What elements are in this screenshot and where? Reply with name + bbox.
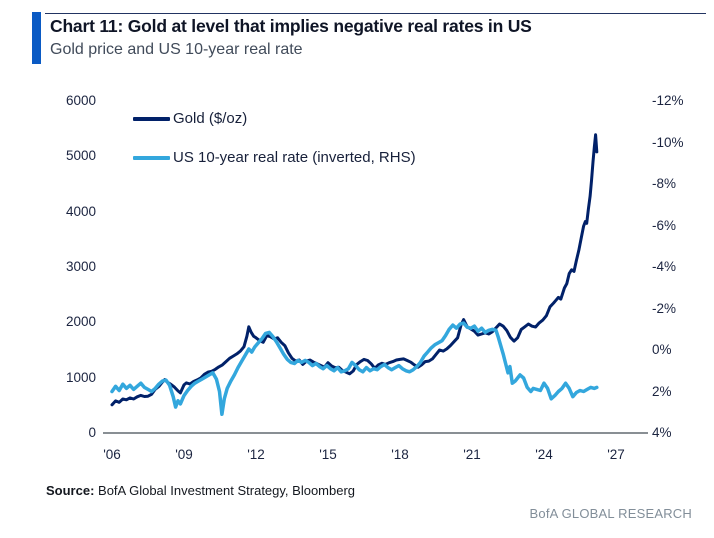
right-axis-tick: -10% bbox=[652, 134, 684, 150]
brand-mark: BofA GLOBAL RESEARCH bbox=[529, 506, 692, 521]
x-axis-tick: '27 bbox=[607, 447, 625, 462]
right-axis-tick: 4% bbox=[652, 425, 672, 440]
legend-label-gold: Gold ($/oz) bbox=[173, 110, 248, 127]
chart-legend: Gold ($/oz) US 10-year real rate (invert… bbox=[133, 110, 416, 188]
x-axis-tick: '12 bbox=[247, 447, 265, 462]
legend-swatch bbox=[133, 116, 170, 121]
chart-subtitle: Gold price and US 10-year real rate bbox=[50, 41, 303, 58]
legend-label-real-rate: US 10-year real rate (inverted, RHS) bbox=[173, 149, 416, 166]
left-axis-tick: 3000 bbox=[65, 259, 96, 274]
x-axis-tick: '18 bbox=[391, 447, 409, 462]
left-axis-tick: 6000 bbox=[65, 93, 96, 108]
right-axis-tick: 0% bbox=[652, 342, 672, 357]
right-axis-tick: -8% bbox=[652, 176, 677, 191]
series-line-1 bbox=[110, 321, 599, 417]
source-label: Source: bbox=[46, 483, 95, 498]
left-axis-tick: 4000 bbox=[65, 203, 96, 219]
right-axis-tick: 2% bbox=[652, 383, 672, 399]
x-axis-tick: '24 bbox=[535, 447, 553, 462]
legend-swatch bbox=[133, 155, 170, 160]
source-text: BofA Global Investment Strategy, Bloombe… bbox=[94, 483, 356, 498]
x-axis-tick: '21 bbox=[463, 447, 481, 462]
chart-title: Chart 11: Gold at level that implies neg… bbox=[50, 16, 532, 36]
legend-item-gold: Gold ($/oz) bbox=[133, 110, 416, 127]
title-accent-bar bbox=[32, 12, 41, 64]
left-axis-tick: 0 bbox=[88, 425, 96, 440]
series-line-0 bbox=[110, 133, 599, 407]
legend-item-real-rate: US 10-year real rate (inverted, RHS) bbox=[133, 149, 416, 166]
left-axis-tick: 5000 bbox=[65, 148, 96, 164]
left-axis-tick: 2000 bbox=[65, 314, 96, 330]
right-axis-tick: -12% bbox=[652, 93, 684, 108]
right-axis-tick: -4% bbox=[652, 259, 677, 274]
left-axis-tick: 1000 bbox=[65, 369, 96, 385]
x-axis-tick: '15 bbox=[319, 447, 337, 462]
right-axis-tick: -6% bbox=[652, 217, 677, 233]
top-rule bbox=[45, 13, 706, 14]
right-axis-tick: -2% bbox=[652, 300, 677, 316]
x-axis-tick: '09 bbox=[175, 447, 193, 462]
x-axis-tick: '06 bbox=[103, 447, 121, 462]
source-line: Source: BofA Global Investment Strategy,… bbox=[46, 483, 355, 498]
